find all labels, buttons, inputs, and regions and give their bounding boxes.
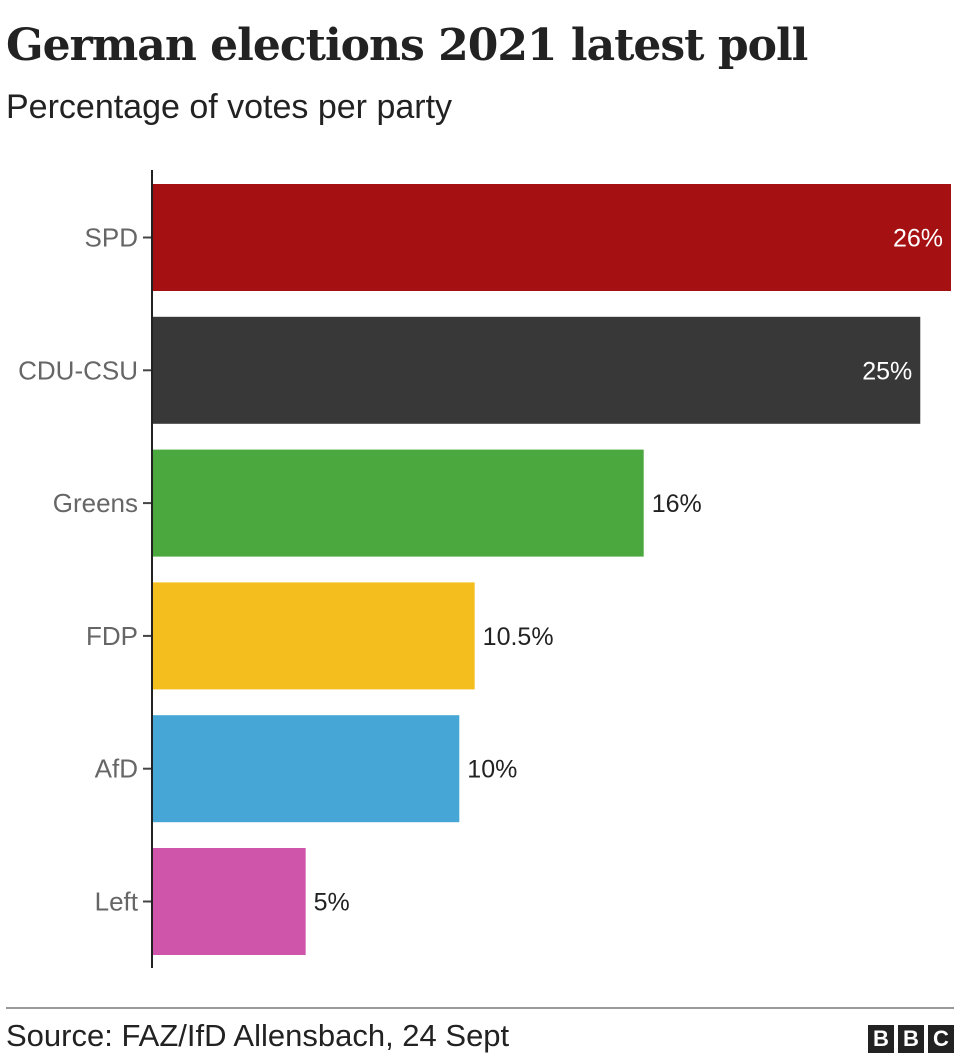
category-label: CDU-CSU bbox=[18, 355, 138, 385]
category-label: FDP bbox=[86, 621, 138, 651]
category-label: Greens bbox=[53, 488, 138, 518]
category-label: AfD bbox=[95, 754, 138, 784]
source-note: Source: FAZ/IfD Allensbach, 24 Sept bbox=[6, 1018, 510, 1053]
chart-subtitle: Percentage of votes per party bbox=[6, 88, 453, 126]
bar-chart: SPD 26% CDU-CSU 25% Greens 16% FDP 10.5% AfD 10% L… bbox=[18, 170, 951, 968]
value-label: 26% bbox=[893, 225, 943, 253]
bar-afd bbox=[152, 715, 460, 823]
chart-title: German elections 2021 latest poll bbox=[6, 20, 808, 71]
footer-divider bbox=[6, 1007, 954, 1009]
value-label: 5% bbox=[314, 889, 350, 917]
value-label: 25% bbox=[862, 357, 912, 385]
value-label: 16% bbox=[652, 490, 702, 518]
bar-left bbox=[152, 848, 306, 955]
category-label: Left bbox=[95, 887, 139, 917]
bar-fdp bbox=[152, 582, 475, 690]
bar-cdu-csu bbox=[152, 316, 921, 424]
bar-greens bbox=[152, 449, 644, 557]
value-label: 10.5% bbox=[483, 623, 554, 651]
category-label: SPD bbox=[85, 223, 138, 253]
bar-spd bbox=[152, 184, 951, 291]
value-label: 10% bbox=[467, 756, 517, 784]
